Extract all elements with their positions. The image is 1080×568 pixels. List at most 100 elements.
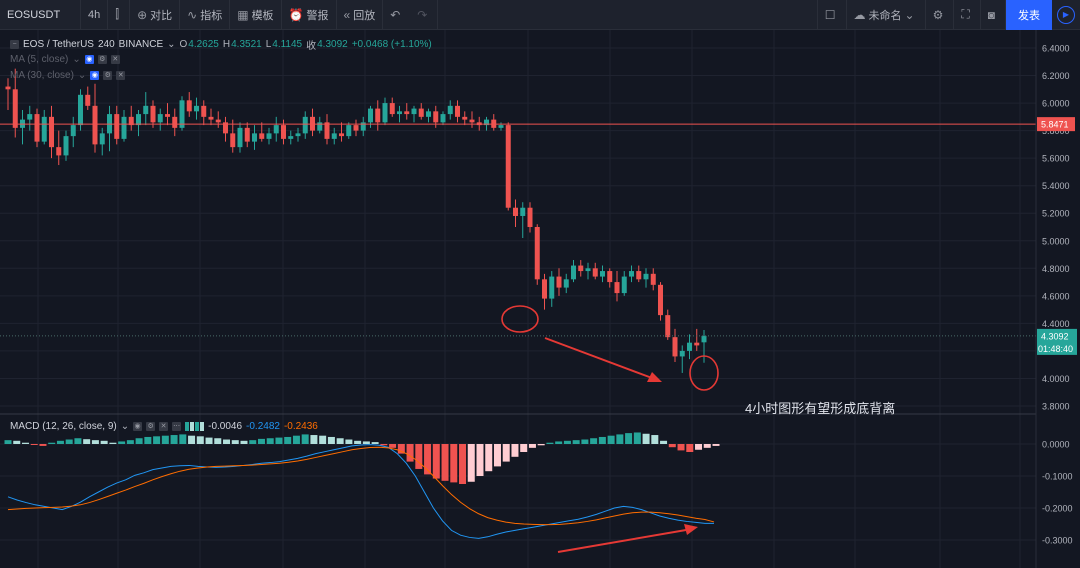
chart-canvas[interactable]: 6.40006.20006.00005.80005.60005.40005.20… (0, 30, 1080, 568)
candle-body (418, 108, 424, 117)
close-icon[interactable]: ✕ (116, 71, 126, 80)
candle-body (571, 265, 576, 280)
candle-body (636, 271, 642, 280)
camera-icon: ◙ (987, 7, 995, 22)
ma30-legend: MA (30, close) ⌄ ◉ ⚙ ✕ (10, 70, 126, 81)
candle-body (614, 282, 620, 294)
price-tick-label: 5.2000 (1042, 209, 1070, 219)
alert-button[interactable]: ⏰ 警报 (282, 0, 337, 30)
settings-icon[interactable]: ⚙ (97, 55, 107, 64)
candle-body (288, 136, 294, 139)
symbol-search[interactable]: EOSUSDT (0, 0, 81, 30)
layout-menu-button[interactable]: ☁ 未命名 ⌄ (847, 0, 926, 30)
settings-icon[interactable]: ⚙ (103, 71, 113, 80)
fullscreen-box-button[interactable]: ☐ (816, 0, 847, 30)
histogram-bar (493, 444, 501, 467)
histogram-bar (406, 444, 414, 462)
candle-body (701, 335, 707, 343)
chevron-down-icon[interactable]: ⌄ (120, 421, 130, 432)
candle-body (455, 105, 460, 117)
histogram-bar (389, 444, 397, 448)
last-price-label: 4.3092 (1041, 331, 1069, 341)
candle-body (360, 122, 366, 131)
templates-button[interactable]: ▦ 模板 (230, 0, 282, 30)
chart-type-button[interactable]: ⫿ (108, 0, 131, 30)
indicator-icon: ∿ (187, 7, 198, 22)
histogram-bar (528, 444, 536, 448)
candle-body (462, 116, 468, 120)
candle-body (513, 207, 518, 216)
settings-icon[interactable]: ⚙ (146, 422, 156, 431)
candle-body (592, 268, 598, 277)
eye-icon[interactable]: ◉ (84, 55, 94, 64)
histogram-bar (362, 441, 370, 444)
price-tick-label: 6.4000 (1042, 44, 1070, 54)
close-icon[interactable]: ✕ (159, 422, 169, 431)
candle-body (49, 116, 54, 148)
candle-body (302, 116, 308, 134)
chevron-down-icon[interactable]: ⌄ (167, 39, 176, 50)
replay-button[interactable]: «回放 (337, 0, 384, 30)
annotation-text: 4小时图形有望形成底背离 (745, 401, 896, 416)
countdown-label: 01:48:40 (1038, 344, 1073, 354)
candle-body (585, 268, 591, 272)
histogram-preview-icon (185, 422, 205, 431)
macd-tick-label: -0.1000 (1042, 472, 1073, 482)
histogram-bar (39, 444, 47, 446)
candle-body (136, 114, 141, 126)
candle-body (643, 273, 649, 280)
candle-body (237, 127, 243, 148)
candle-body (273, 125, 279, 134)
close-icon[interactable]: ✕ (110, 55, 120, 64)
chevron-down-icon[interactable]: ⌄ (77, 70, 87, 81)
undo-button[interactable]: ↶ (383, 0, 410, 30)
more-icon[interactable]: ⋯ (172, 422, 182, 431)
publish-button[interactable]: 发表 (1006, 0, 1052, 30)
histogram-bar (83, 439, 91, 444)
compare-button[interactable]: ⊕ 对比 (130, 0, 181, 30)
candle-body (447, 105, 453, 115)
histogram-bar (598, 436, 606, 444)
collapse-icon[interactable]: − (10, 40, 19, 49)
redo-button[interactable]: ↷ (410, 0, 439, 30)
histogram-bar (223, 439, 231, 444)
price-tick-label: 4.8000 (1042, 264, 1070, 274)
candle-body (440, 114, 446, 123)
snapshot-button[interactable]: ◙ (981, 0, 1006, 30)
play-button[interactable]: ▶ (1052, 0, 1080, 30)
indicators-button[interactable]: ∿ 指标 (180, 0, 231, 30)
histogram-bar (240, 440, 248, 444)
candle-body (549, 276, 555, 299)
candle-body (70, 125, 76, 137)
candle-body (223, 122, 228, 134)
candle-body (404, 111, 410, 115)
histogram-bar (109, 442, 117, 444)
settings-button[interactable]: ⚙ (926, 0, 955, 30)
histogram-bar (520, 444, 528, 452)
macd-arrow-head (684, 524, 698, 535)
undo-icon: ↶ (390, 7, 401, 22)
chevron-down-icon[interactable]: ⌄ (72, 54, 81, 65)
candle-body (208, 116, 214, 120)
fullscreen-button[interactable]: ⛶ (954, 0, 981, 30)
histogram-bar (677, 444, 685, 451)
candle-body (56, 147, 62, 156)
histogram-bar (511, 444, 519, 457)
histogram-bar (607, 435, 615, 444)
eye-icon[interactable]: ◉ (133, 422, 143, 431)
price-tick-label: 5.6000 (1042, 154, 1070, 164)
top-toolbar: EOSUSDT 4h ⫿ ⊕ 对比 ∿ 指标 ▦ 模板 ⏰ 警报 «回放 ↶ ↷ ☐ ☁… (0, 0, 1080, 30)
candle-body (295, 133, 301, 137)
candle-body (99, 133, 105, 145)
price-badges: 5.8471 4.3092 01:48:40 (1037, 117, 1077, 355)
candle-body (339, 133, 344, 137)
eye-icon[interactable]: ◉ (90, 71, 100, 80)
candle-body (505, 125, 511, 208)
histogram-bar (563, 440, 571, 444)
histogram-bar (485, 444, 493, 472)
macd-annotation-layer (557, 524, 698, 553)
histogram-bar (424, 444, 432, 475)
histogram-bar (266, 438, 274, 444)
interval-button[interactable]: 4h (81, 0, 109, 30)
histogram-bar (668, 444, 676, 448)
